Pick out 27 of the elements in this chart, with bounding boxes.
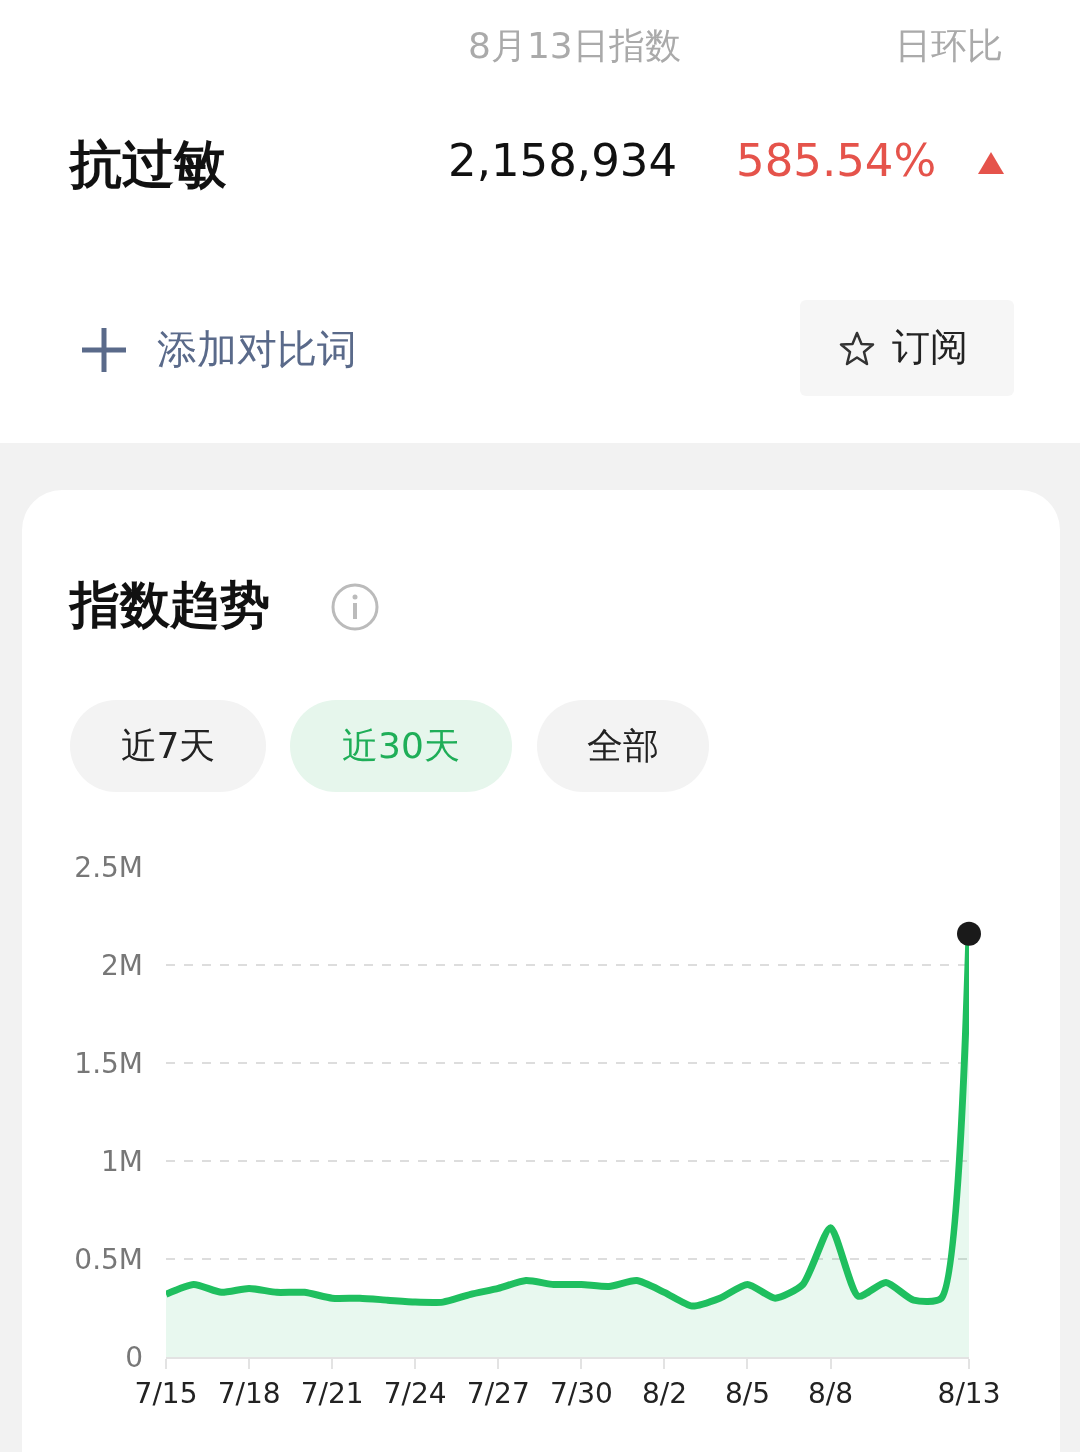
- y-tick-label: 1.5M: [74, 1046, 143, 1080]
- text: 全部: [537, 700, 709, 792]
- text: 2,158,934: [448, 134, 678, 187]
- x-tick-label: 7/18: [217, 1376, 281, 1410]
- text: 订阅: [892, 324, 968, 371]
- x-tick-label: 8/8: [808, 1376, 854, 1410]
- text: 日环比: [895, 24, 1003, 68]
- x-tick-label: 7/30: [549, 1376, 613, 1410]
- x-tick-label: 7/27: [466, 1376, 530, 1410]
- text: 抗过敏: [70, 133, 226, 196]
- x-tick-label: 7/21: [300, 1376, 364, 1410]
- text: 近7天: [70, 700, 266, 792]
- y-tick-label: 2.5M: [74, 850, 143, 884]
- text: 近30天: [290, 700, 512, 792]
- text: 585.54%: [736, 134, 937, 187]
- y-tick-label: 0.5M: [74, 1242, 143, 1276]
- x-tick-label: 8/2: [641, 1376, 687, 1410]
- y-tick-label: 1M: [101, 1144, 143, 1178]
- x-tick-label: 8/5: [724, 1376, 771, 1410]
- y-tick-label: 2M: [101, 948, 143, 982]
- text: 8月13日指数: [468, 24, 681, 68]
- x-tick-label: 7/15: [134, 1376, 198, 1410]
- x-tick-label: 7/24: [383, 1376, 447, 1410]
- chart-title: 指数趋势: [70, 575, 270, 636]
- x-tick-label: 8/13: [937, 1376, 1001, 1410]
- y-tick-label: 0: [125, 1340, 143, 1374]
- text: 添加对比词: [157, 325, 357, 374]
